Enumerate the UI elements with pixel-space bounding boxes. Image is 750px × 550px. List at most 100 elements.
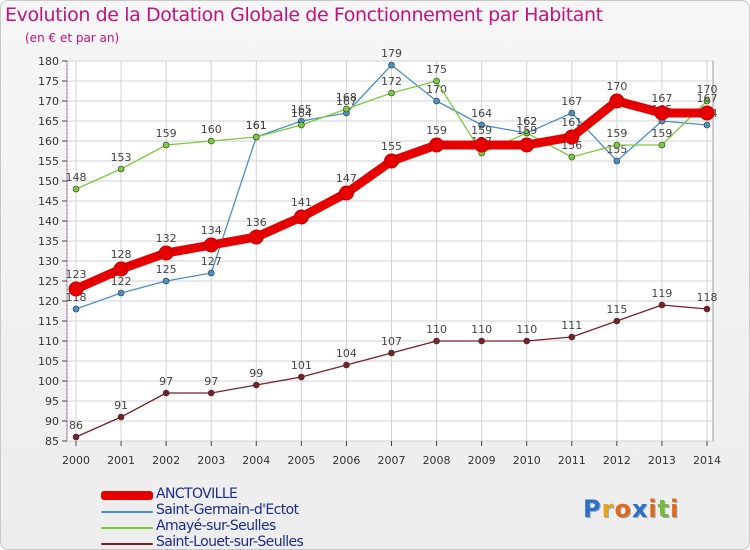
data-point — [388, 61, 395, 69]
data-point — [207, 269, 215, 277]
logo-letter: P — [583, 495, 602, 523]
data-label: 115 — [606, 303, 627, 316]
data-label: 159 — [426, 124, 447, 137]
x-tick-label: 2000 — [62, 454, 90, 467]
data-point — [613, 317, 621, 325]
y-tick-label: 155 — [38, 155, 59, 168]
data-label: 170 — [606, 80, 627, 93]
data-point — [117, 413, 125, 421]
data-label: 141 — [291, 196, 312, 209]
data-label: 110 — [471, 323, 492, 336]
data-point — [699, 105, 715, 121]
proxiti-logo: Proxiti — [583, 495, 679, 523]
data-label: 125 — [156, 263, 177, 276]
data-label: 97 — [159, 375, 173, 388]
data-label: 123 — [66, 268, 87, 281]
data-label: 128 — [111, 248, 132, 261]
x-tick-label: 2001 — [107, 454, 135, 467]
legend-label: Amayé-sur-Seulles — [156, 518, 276, 534]
y-tick-label: 110 — [38, 335, 59, 348]
data-point — [478, 121, 485, 129]
data-label: 167 — [336, 95, 357, 108]
data-point — [388, 89, 395, 97]
logo-letter: x — [631, 495, 649, 523]
x-tick-label: 2014 — [693, 454, 721, 467]
data-label: 164 — [291, 107, 312, 120]
data-point — [523, 129, 531, 137]
chart-subtitle: (en € et par an) — [25, 31, 120, 45]
data-label: 159 — [606, 127, 627, 140]
data-label: 159 — [516, 124, 537, 137]
data-point — [158, 245, 174, 261]
data-point — [429, 137, 445, 153]
y-tick-label: 115 — [38, 315, 59, 328]
data-point — [343, 361, 350, 369]
data-label: 86 — [69, 419, 83, 432]
data-label: 104 — [336, 347, 357, 360]
data-label: 161 — [561, 116, 582, 129]
data-point — [613, 141, 621, 149]
data-point — [568, 333, 576, 341]
x-tick-label: 2004 — [242, 454, 270, 467]
x-tick-label: 2005 — [287, 454, 315, 467]
data-point — [298, 121, 305, 129]
data-point — [162, 141, 170, 149]
legend-swatch — [101, 543, 153, 545]
data-point — [433, 97, 440, 105]
data-label: 161 — [246, 119, 267, 132]
data-label: 110 — [516, 323, 537, 336]
data-point — [568, 109, 576, 117]
y-tick-label: 145 — [38, 195, 59, 208]
legend-swatch — [101, 511, 153, 513]
legend-label: ANCTOVILLE — [156, 486, 238, 502]
data-label: 118 — [697, 291, 718, 304]
data-label: 134 — [201, 224, 222, 237]
y-tick-label: 105 — [38, 355, 59, 368]
y-tick-label: 90 — [45, 415, 59, 428]
logo-letter: i — [670, 495, 680, 523]
y-tick-label: 95 — [45, 395, 59, 408]
y-tick-label: 85 — [45, 435, 59, 448]
data-point — [72, 305, 80, 313]
legend-label: Saint-Louet-sur-Seulles — [156, 534, 304, 550]
data-label: 127 — [201, 255, 222, 268]
data-point — [298, 373, 305, 381]
logo-letter: o — [614, 495, 632, 523]
data-label: 164 — [471, 107, 492, 120]
data-point — [613, 157, 621, 165]
legend-item: Saint-Louet-sur-Seulles — [101, 534, 421, 550]
data-label: 159 — [156, 127, 177, 140]
data-point — [658, 301, 666, 309]
data-label: 111 — [561, 319, 582, 332]
legend-item: ANCTOVILLE — [101, 486, 421, 503]
data-label: 167 — [561, 95, 582, 108]
y-tick-label: 170 — [38, 95, 59, 108]
data-point — [68, 281, 84, 297]
data-label: 170 — [697, 83, 718, 96]
data-label: 165 — [291, 103, 312, 116]
data-point — [523, 337, 531, 345]
legend-swatch — [101, 491, 153, 500]
y-tick-label: 140 — [38, 215, 59, 228]
data-point — [203, 237, 219, 253]
y-tick-label: 165 — [38, 115, 59, 128]
y-tick-label: 180 — [38, 55, 59, 68]
data-label: 101 — [291, 359, 312, 372]
x-tick-label: 2003 — [197, 454, 225, 467]
y-tick-label: 160 — [38, 135, 59, 148]
y-tick-label: 120 — [38, 295, 59, 308]
data-label: 148 — [66, 171, 87, 184]
data-label: 153 — [111, 151, 132, 164]
chart-title: Evolution de la Dotation Globale de Fonc… — [5, 4, 603, 26]
data-label: 170 — [426, 83, 447, 96]
logo-letter: t — [657, 495, 671, 523]
data-point — [72, 433, 80, 441]
data-point — [252, 133, 260, 141]
data-point — [568, 153, 576, 161]
data-point — [343, 105, 350, 113]
data-point — [433, 77, 440, 85]
data-point — [162, 389, 170, 397]
legend-item: Amayé-sur-Seulles — [101, 518, 421, 535]
